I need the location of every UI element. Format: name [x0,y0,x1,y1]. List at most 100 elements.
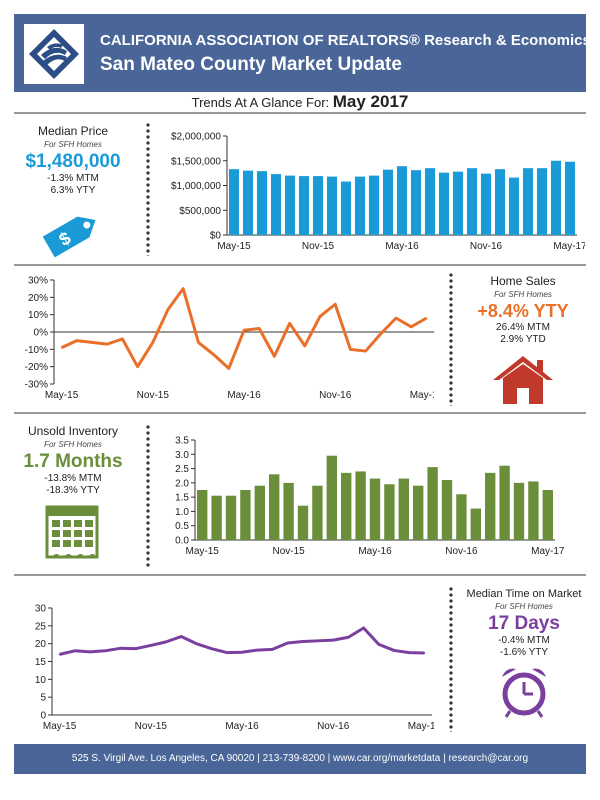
bar [240,490,251,540]
x-tick-label: May-15 [45,390,79,401]
bar [427,467,438,540]
y-tick-label: 3.5 [175,436,189,447]
home-sales-label: Home Sales [490,274,556,288]
data-point [302,640,304,643]
data-point [58,653,61,656]
divider [14,264,586,266]
x-tick-label: Nov-16 [319,390,352,401]
bar [312,176,324,235]
bar [369,478,381,540]
data-point [212,353,215,356]
y-tick-label: 0% [34,328,49,339]
y-tick-label: 20% [28,293,48,304]
y-tick-label: 0.0 [175,536,189,547]
home-sales-value: +8.4% YTY [477,301,569,321]
y-tick-label: -20% [25,362,48,373]
y-tick-label: $1,500,000 [171,156,221,167]
data-point [380,332,382,335]
y-tick-label: $0 [210,231,222,242]
bar [228,169,240,235]
bar [341,472,352,540]
divider [14,412,586,414]
x-tick-label: May-15 [186,546,220,557]
x-tick-label: Nov-15 [137,390,170,401]
data-point [197,341,200,344]
bar [494,169,506,235]
bar [269,474,280,540]
data-point [395,317,397,319]
x-tick-label: May-17 [531,546,565,557]
inventory-chart: 0.0 0.5 1.0 1.5 2.0 2.5 3.0 3.5 May-15 Nov-15 May-… [175,436,565,558]
bar [564,161,576,235]
data-point [271,648,274,651]
y-tick-label: 10 [35,675,47,686]
y-tick-label: 30 [35,604,47,615]
bar [283,482,294,540]
divider [14,574,586,576]
trend-heading: Trends At A Glance For: May 2017 [0,92,600,112]
bar [368,175,380,235]
inventory-mtm: -13.8% MTM [44,473,102,484]
data-point [410,326,413,328]
data-point [134,647,137,650]
home-sales-panel: Home Sales For SFH Homes +8.4% YTY 26.4%… [462,274,584,406]
bar [197,490,208,540]
bar [513,482,525,540]
data-point [256,649,258,651]
data-point [74,650,76,652]
median-price-chart: $0 $500,000 $1,000,000 $1,500,000 $2,000,000… [171,132,585,253]
data-point [228,367,230,370]
data-point [106,343,108,345]
bar [284,175,296,235]
y-tick-label: $2,000,000 [171,132,221,143]
bar [326,455,337,540]
bar [396,166,408,235]
y-tick-label: 2.5 [175,464,189,475]
bar [398,478,409,540]
bar [242,170,254,235]
x-tick-label: Nov-16 [317,721,350,732]
header-report-title: San Mateo County Market Update [100,54,402,75]
x-tick-label: May-15 [43,721,77,732]
data-point [195,642,198,645]
home-sales-sub: For SFH Homes [494,290,552,299]
bar [225,495,237,540]
bar [485,472,496,540]
bar [354,176,366,235]
trend-prefix: Trends At A Glance For: [191,95,333,110]
data-point [104,650,106,652]
median-price-label: Median Price [37,124,109,138]
data-point [362,627,365,629]
inventory-panel: Unsold Inventory For SFH Homes 1.7 Month… [10,424,136,561]
bar [413,485,424,540]
time-on-market-mtm: -0.4% MTM [498,635,550,646]
data-point [378,643,380,646]
data-point [243,329,245,332]
y-tick-label: 25 [35,621,47,632]
data-point [334,303,337,306]
y-tick-label: 10% [28,310,48,321]
data-point [150,644,152,647]
data-point [393,649,395,652]
bar [355,471,366,540]
data-point [349,348,352,351]
median-price-panel: Median Price For SFH Homes $1,480,000 -1… [14,124,132,263]
data-point [152,341,154,344]
bar [211,495,222,540]
inventory-value: 1.7 Months [23,451,123,472]
data-point [273,355,276,358]
data-point [180,635,182,638]
median-price-sub: For SFH Homes [44,140,102,149]
y-tick-label: -30% [25,380,48,391]
home-sales-mtm: 26.4% MTM [496,322,550,333]
data-point [60,346,63,349]
bar [508,177,520,235]
time-on-market-chart: 0 5 10 15 20 25 30 May-15 Nov-15 May-16 Nov-16 May-… [35,604,434,733]
y-tick-label: 20 [35,639,47,650]
x-tick-label: May-17 [408,721,434,732]
bar [297,505,309,540]
home-sales-chart: -30% -20% -10% 0% 10% 20% 30% May-15 Nov-15 May-1… [25,276,434,401]
data-point [226,651,228,654]
data-point [425,317,428,319]
bar [256,171,268,235]
